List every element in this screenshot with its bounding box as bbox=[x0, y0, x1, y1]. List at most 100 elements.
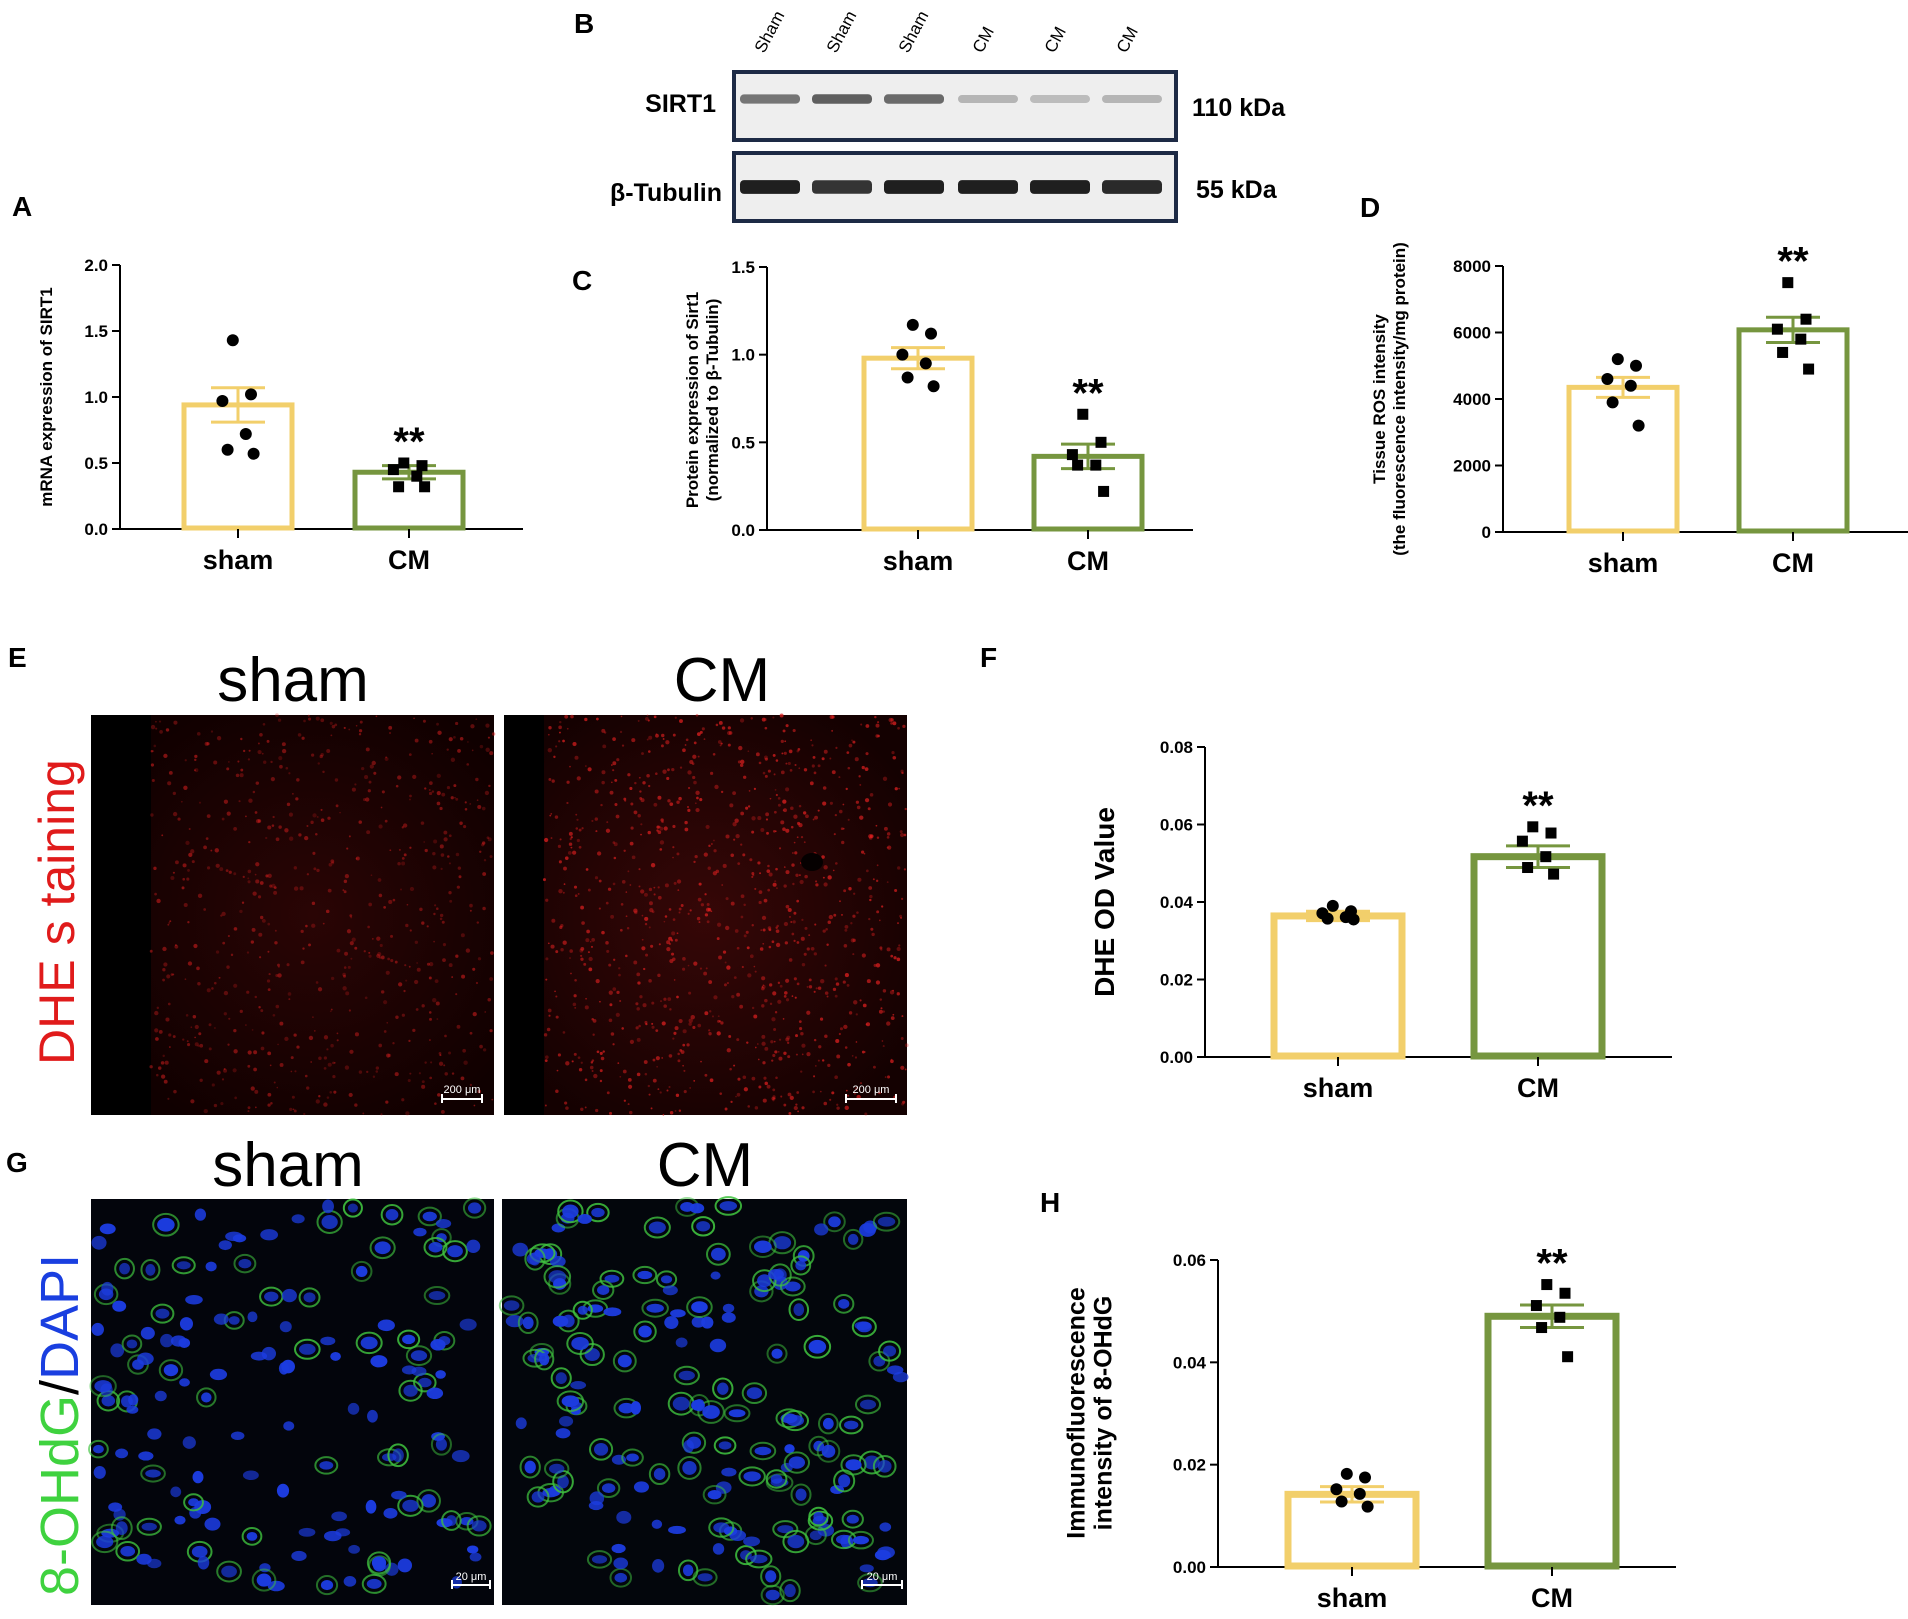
dhe-signal-dot bbox=[793, 814, 798, 819]
dhe-signal-dot bbox=[858, 775, 861, 778]
dhe-signal-dot bbox=[446, 785, 451, 790]
dhe-signal-dot bbox=[423, 841, 426, 843]
dhe-signal-dot bbox=[358, 820, 363, 824]
dhe-signal-dot bbox=[900, 1037, 904, 1040]
dhe-signal-dot bbox=[547, 1008, 552, 1013]
dhe-signal-dot bbox=[903, 833, 907, 837]
dhe-signal-dot bbox=[173, 1089, 177, 1094]
ohdg-positive-cell bbox=[840, 1454, 867, 1476]
dhe-signal-dot bbox=[246, 951, 250, 954]
dhe-signal-dot bbox=[342, 972, 346, 977]
dhe-signal-dot bbox=[666, 947, 671, 952]
dapi-nucleus bbox=[155, 1308, 170, 1319]
dhe-signal-dot bbox=[546, 1027, 551, 1032]
dhe-signal-dot bbox=[544, 1104, 547, 1107]
dhe-signal-dot bbox=[882, 1045, 885, 1048]
dhe-signal-dot bbox=[789, 916, 791, 918]
dhe-signal-dot bbox=[162, 946, 167, 952]
dhe-signal-dot bbox=[726, 981, 730, 985]
dhe-signal-dot bbox=[555, 950, 559, 954]
dhe-signal-dot bbox=[157, 1066, 162, 1070]
dhe-signal-dot bbox=[614, 803, 618, 807]
dhe-signal-dot bbox=[461, 974, 466, 979]
dhe-signal-dot bbox=[464, 808, 468, 811]
dhe-signal-dot bbox=[562, 1031, 566, 1034]
dhe-signal-dot bbox=[257, 895, 262, 899]
dhe-signal-dot bbox=[187, 869, 190, 872]
y-axis-label-line: intensity of 8-OHdG bbox=[1090, 1296, 1118, 1531]
dhe-signal-dot bbox=[456, 885, 460, 889]
dhe-signal-dot bbox=[713, 839, 715, 842]
ohdg-positive-cell bbox=[171, 1256, 196, 1275]
dhe-signal-dot bbox=[150, 763, 155, 767]
blot-band bbox=[1102, 95, 1162, 103]
dhe-signal-dot bbox=[379, 943, 383, 947]
dhe-signal-dot bbox=[733, 976, 737, 979]
dapi-nucleus bbox=[845, 1459, 862, 1471]
dhe-signal-dot bbox=[272, 1013, 276, 1017]
dhe-signal-dot bbox=[197, 1044, 200, 1048]
dapi-nucleus bbox=[157, 1217, 175, 1232]
dhe-signal-dot bbox=[253, 1067, 257, 1072]
dhe-signal-dot bbox=[388, 899, 393, 905]
dhe-signal-dot bbox=[457, 749, 461, 753]
dhe-signal-dot bbox=[183, 903, 188, 908]
dhe-signal-dot bbox=[346, 847, 349, 850]
ohdg-positive-cell bbox=[417, 1206, 442, 1227]
dapi-nucleus bbox=[170, 1486, 182, 1498]
dhe-signal-dot bbox=[373, 771, 377, 775]
dhe-signal-dot bbox=[806, 1010, 811, 1015]
dhe-signal-dot bbox=[395, 1015, 399, 1019]
dhe-signal-dot bbox=[876, 910, 880, 914]
dhe-signal-dot bbox=[845, 1089, 848, 1092]
dhe-signal-dot bbox=[174, 944, 179, 949]
dapi-nucleus bbox=[141, 1522, 157, 1531]
data-point bbox=[419, 481, 431, 493]
dapi-nucleus bbox=[201, 1392, 212, 1403]
dhe-signal-dot bbox=[794, 763, 797, 766]
dhe-signal-dot bbox=[820, 979, 825, 984]
dhe-signal-dot bbox=[852, 740, 856, 744]
dhe-signal-dot bbox=[451, 976, 454, 978]
ohdg-positive-cell bbox=[572, 1300, 593, 1320]
dhe-signal-dot bbox=[650, 863, 656, 868]
dhe-signal-dot bbox=[664, 883, 669, 888]
dhe-signal-dot bbox=[355, 724, 358, 727]
dhe-signal-dot bbox=[783, 995, 787, 998]
dapi-nucleus bbox=[467, 1202, 482, 1214]
dhe-signal-dot bbox=[704, 1011, 709, 1016]
dhe-signal-dot bbox=[649, 901, 653, 906]
y-tick-label: 4000 bbox=[1453, 390, 1491, 409]
dhe-title-cm: CM bbox=[674, 646, 770, 715]
ohdg-positive-cell bbox=[498, 1295, 525, 1316]
dhe-signal-dot bbox=[559, 925, 563, 929]
ohdg-positive-cell bbox=[397, 1329, 421, 1350]
dhe-signal-dot bbox=[294, 1070, 297, 1073]
dhe-signal-dot bbox=[226, 965, 230, 969]
dhe-signal-dot bbox=[550, 813, 553, 815]
dhe-signal-dot bbox=[342, 986, 347, 991]
dhe-signal-cm bbox=[542, 713, 909, 1116]
data-point bbox=[398, 457, 410, 469]
dhe-signal-dot bbox=[676, 995, 679, 999]
dhe-signal-dot bbox=[645, 1022, 648, 1026]
dapi-nucleus bbox=[675, 1337, 688, 1348]
dhe-signal-dot bbox=[194, 1024, 199, 1030]
dhe-signal-dot bbox=[317, 987, 323, 992]
dapi-nucleus bbox=[228, 1316, 240, 1325]
dhe-signal-dot bbox=[673, 881, 677, 885]
dhe-signal-dot bbox=[616, 758, 620, 762]
dhe-signal-dot bbox=[754, 887, 757, 890]
dhe-signal-dot bbox=[317, 762, 320, 765]
dhe-signal-dot bbox=[775, 1076, 778, 1080]
dhe-signal-dot bbox=[638, 885, 641, 888]
dapi-nucleus bbox=[710, 1271, 721, 1280]
dhe-signal-dot bbox=[623, 1099, 627, 1102]
dhe-signal-dot bbox=[580, 947, 585, 951]
dhe-signal-dot bbox=[672, 846, 675, 849]
dapi-nucleus bbox=[754, 1446, 772, 1456]
dhe-signal-dot bbox=[562, 739, 565, 743]
dhe-signal-dot bbox=[687, 964, 690, 967]
dhe-signal-dot bbox=[691, 762, 695, 765]
dhe-signal-dot bbox=[763, 898, 768, 903]
